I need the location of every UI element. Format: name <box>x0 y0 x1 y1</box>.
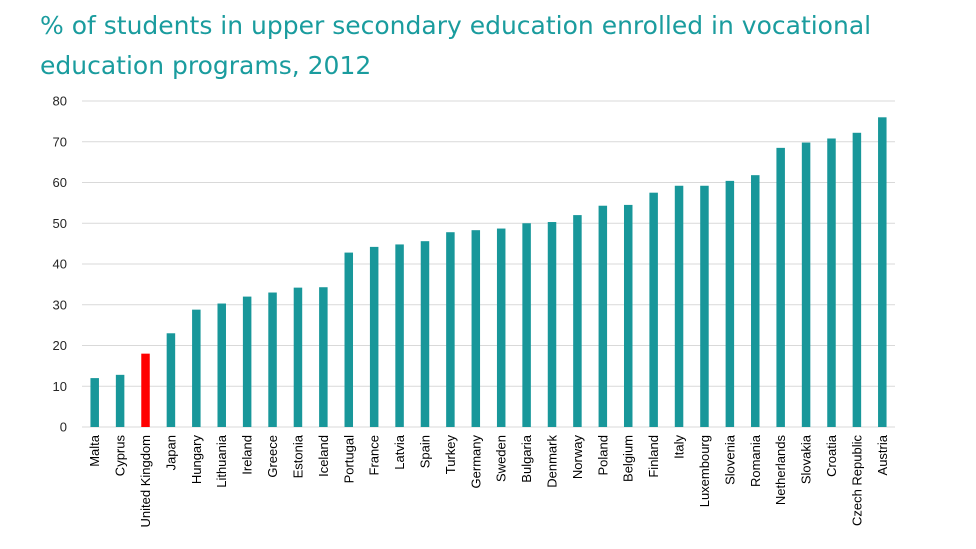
x-category-label: Greece <box>265 435 280 478</box>
x-category-label: Norway <box>570 435 585 480</box>
y-tick-label: 0 <box>60 420 67 435</box>
bar-united-kingdom <box>141 353 150 427</box>
bar-spain <box>420 241 430 427</box>
bar-poland <box>598 205 608 427</box>
bar-iceland <box>319 287 328 427</box>
bar-bulgaria <box>522 223 531 427</box>
bar-croatia <box>827 138 836 428</box>
x-category-label: France <box>367 435 382 475</box>
gridlines <box>82 100 895 428</box>
y-tick-label: 30 <box>53 297 67 312</box>
bar-germany <box>471 230 481 427</box>
bar-austria <box>878 117 887 428</box>
x-category-label: Cyprus <box>113 435 128 477</box>
bar-norway <box>573 215 582 427</box>
x-category-label: Ireland <box>240 435 255 475</box>
x-category-label: Finland <box>646 435 661 478</box>
y-tick-label: 40 <box>53 257 67 272</box>
bar-estonia <box>293 287 303 427</box>
x-category-label: Spain <box>417 435 432 468</box>
x-category-label: Poland <box>595 435 610 475</box>
x-category-label: Croatia <box>824 434 839 477</box>
x-category-label: Belgium <box>621 435 636 482</box>
bar-luxembourg <box>700 185 709 427</box>
x-category-label: Latvia <box>392 434 407 469</box>
y-tick-label: 80 <box>53 94 67 109</box>
x-category-label: Austria <box>875 434 890 475</box>
x-category-label: Turkey <box>443 435 458 475</box>
x-category-label: Bulgaria <box>519 434 534 482</box>
x-category-label: Czech Republic <box>849 435 864 527</box>
x-category-label: Germany <box>468 435 483 489</box>
x-category-label: Denmark <box>545 435 560 488</box>
x-category-label: Sweden <box>494 435 509 482</box>
x-category-label: Netherlands <box>773 435 788 506</box>
x-category-label: Japan <box>163 435 178 470</box>
x-category-label: Iceland <box>316 435 331 477</box>
x-category-label: Portugal <box>341 435 356 484</box>
x-category-label: Luxembourg <box>697 435 712 507</box>
x-category-label: Lithuania <box>214 434 229 488</box>
chart-title: % of students in upper secondary educati… <box>40 11 872 80</box>
bar-romania <box>751 175 760 427</box>
bar-slovenia <box>725 180 735 427</box>
bar-ireland <box>242 296 252 427</box>
x-category-label: Hungary <box>189 435 204 485</box>
bar-latvia <box>395 244 404 427</box>
y-tick-label: 50 <box>53 216 67 231</box>
bar-portugal <box>344 252 354 427</box>
bars <box>90 117 887 428</box>
x-category-label: Malta <box>87 434 102 467</box>
x-axis-category-labels: Malta Cyprus United Kingdom Japan Hungary Lit… <box>87 434 890 527</box>
bar-lithuania <box>217 303 226 427</box>
x-category-label: Slovakia <box>799 434 814 484</box>
x-category-label: Italy <box>672 435 687 459</box>
bar-slovakia <box>801 142 811 427</box>
bar-czech-republic <box>852 132 862 427</box>
bar-denmark <box>547 222 557 427</box>
bar-cyprus <box>115 374 125 427</box>
x-category-label: Estonia <box>290 434 305 478</box>
bar-greece <box>268 292 277 427</box>
x-category-label: Slovenia <box>722 434 737 485</box>
y-tick-label: 60 <box>53 175 67 190</box>
bar-france <box>369 246 379 427</box>
bar-japan <box>166 333 176 427</box>
x-category-label: United Kingdom <box>138 435 153 528</box>
y-tick-label: 70 <box>53 134 67 149</box>
bar-turkey <box>446 232 455 427</box>
y-axis-tick-labels: 0 10 20 30 40 50 60 70 80 <box>53 94 67 435</box>
bar-hungary <box>192 309 201 427</box>
bar-malta <box>90 378 99 427</box>
y-tick-label: 10 <box>53 379 67 394</box>
bar-sweden <box>496 228 506 427</box>
bar-italy <box>674 185 684 427</box>
bar-netherlands <box>776 147 785 428</box>
bar-belgium <box>623 204 633 427</box>
x-category-label: Romania <box>748 434 763 487</box>
y-tick-label: 20 <box>53 338 67 353</box>
bar-finland <box>649 192 658 427</box>
